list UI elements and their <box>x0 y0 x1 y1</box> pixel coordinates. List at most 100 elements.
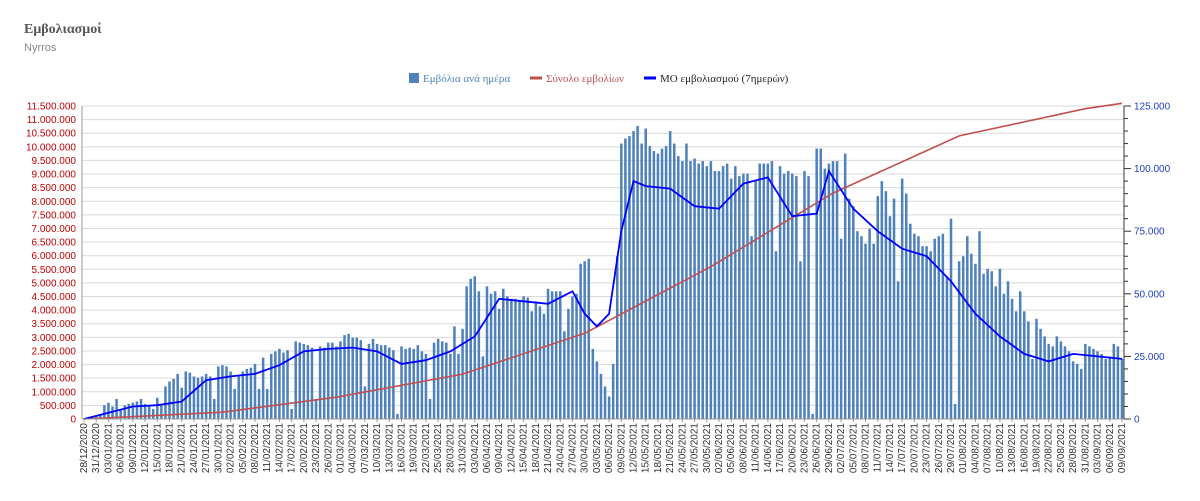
daily-vaccination-bar <box>306 345 310 419</box>
legend-label-cumulative: Σύνολο εμβολίων <box>546 73 624 85</box>
x-axis-tick-label: 01/03/2021 <box>335 423 346 473</box>
daily-vaccination-bar <box>591 348 595 419</box>
daily-vaccination-bar <box>799 261 802 419</box>
daily-vaccination-bar <box>786 171 790 419</box>
x-axis-tick-label: 11/07/2021 <box>873 423 884 473</box>
daily-vaccination-bar <box>1092 348 1095 419</box>
daily-vaccination-bar <box>294 341 297 419</box>
left-axis-tick-label: 500.000 <box>40 401 77 412</box>
daily-vaccination-bar <box>876 196 880 419</box>
daily-vaccination-bar <box>229 371 232 419</box>
daily-vaccination-bar <box>514 298 517 419</box>
daily-vaccination-bar <box>953 403 957 419</box>
daily-vaccination-bar <box>139 398 143 419</box>
daily-vaccination-bar <box>937 236 941 419</box>
daily-vaccination-bar <box>668 131 672 420</box>
daily-vaccination-bar <box>200 376 204 419</box>
x-axis-tick-label: 08/06/2021 <box>738 423 749 473</box>
daily-vaccination-bar <box>843 153 847 420</box>
x-axis-tick-label: 24/04/2021 <box>555 423 566 473</box>
legend-swatch-daily <box>409 73 419 83</box>
daily-vaccination-bar <box>143 403 147 419</box>
daily-vaccination-bar <box>469 278 472 419</box>
daily-vaccination-bar <box>375 343 379 419</box>
left-axis-tick-label: 0 <box>70 415 76 426</box>
x-axis-tick-label: 20/07/2021 <box>909 423 920 473</box>
daily-vaccination-bar <box>1088 346 1091 419</box>
daily-vaccination-bar <box>611 363 615 419</box>
x-axis-tick-label: 02/07/2021 <box>836 423 847 473</box>
daily-vaccination-bar <box>1039 328 1042 419</box>
x-axis-tick-label: 04/08/2021 <box>970 423 981 473</box>
daily-vaccination-bar <box>705 166 709 419</box>
daily-vaccination-bar <box>900 178 904 419</box>
daily-vaccination-bar <box>961 256 965 419</box>
daily-vaccination-bar <box>363 386 367 419</box>
x-axis-tick-label: 21/01/2021 <box>177 423 188 473</box>
daily-vaccination-bar <box>998 268 1002 419</box>
daily-vaccination-bar <box>550 291 554 419</box>
daily-vaccination-bar <box>546 288 550 419</box>
x-axis-tick-label: 09/04/2021 <box>494 423 505 473</box>
daily-vaccination-bar <box>1051 346 1055 419</box>
x-axis-tick-label: 03/09/2021 <box>1093 423 1104 473</box>
daily-vaccination-bar <box>791 173 794 419</box>
daily-vaccination-bar <box>831 161 835 419</box>
daily-vaccination-bar <box>1112 343 1116 419</box>
left-axis-tick-label: 10.000.000 <box>26 142 76 153</box>
daily-vaccination-bar <box>966 236 969 419</box>
x-axis-tick-label: 08/02/2021 <box>250 423 261 473</box>
daily-vaccination-bar <box>672 143 676 419</box>
daily-vaccination-bar <box>506 296 509 419</box>
x-axis-tick-label: 18/04/2021 <box>531 423 542 473</box>
daily-vaccination-bar <box>648 146 652 419</box>
x-axis-tick-label: 11/02/2021 <box>262 423 273 473</box>
chart-legend: Εμβόλια ανά ημέρα Σύνολο εμβολίων ΜΟ εμβολ… <box>409 73 789 85</box>
daily-vaccination-bar <box>99 414 102 419</box>
x-axis-tick-label: 20/02/2021 <box>299 423 310 473</box>
daily-vaccination-bar <box>774 251 778 419</box>
daily-vaccination-bar <box>717 171 721 419</box>
daily-vaccination-bar <box>1014 311 1018 419</box>
right-axis-tick-label: 75.000 <box>1134 227 1165 238</box>
x-axis-tick-label: 02/06/2021 <box>714 423 725 473</box>
x-axis-tick-label: 20/06/2021 <box>787 423 798 473</box>
daily-vaccination-bar <box>1027 321 1030 419</box>
x-axis-tick-label: 09/09/2021 <box>1117 423 1128 473</box>
right-axis-tick-label: 0 <box>1134 415 1140 426</box>
daily-vaccination-bar <box>754 181 757 419</box>
daily-vaccination-bar <box>599 373 603 419</box>
daily-vaccination-bar <box>347 333 350 419</box>
x-axis-tick-label: 10/03/2021 <box>372 423 383 473</box>
chart-lines <box>83 102 1123 420</box>
x-axis-tick-label: 29/06/2021 <box>824 423 835 473</box>
x-axis-tick-label: 23/06/2021 <box>799 423 810 473</box>
daily-vaccination-bar <box>579 263 582 419</box>
daily-vaccination-bar <box>868 228 871 419</box>
daily-vaccination-bar <box>400 346 403 419</box>
daily-vaccination-bar <box>164 386 167 419</box>
x-axis-tick-label: 08/07/2021 <box>861 423 872 473</box>
left-axis-tick-label: 1.000.000 <box>32 387 77 398</box>
left-axis-tick-label: 9.500.000 <box>32 156 77 167</box>
x-axis-tick-label: 15/01/2021 <box>152 423 163 473</box>
daily-vaccination-bar <box>192 376 196 419</box>
daily-vaccination-bar <box>412 348 415 419</box>
daily-vaccination-bar <box>383 345 387 419</box>
daily-vaccination-bar <box>803 171 806 419</box>
daily-vaccination-bar <box>107 402 110 419</box>
left-axis-tick-label: 10.500.000 <box>26 129 76 140</box>
left-axis-tick-label: 11.000.000 <box>27 115 77 126</box>
x-axis-tick-label: 13/08/2021 <box>1007 423 1018 473</box>
daily-vaccination-bar <box>518 301 521 419</box>
daily-vaccination-bar <box>1116 346 1120 419</box>
daily-vaccination-bar <box>274 351 277 419</box>
x-axis-tick-label: 11/06/2021 <box>751 423 762 473</box>
left-axis-tick-label: 7.000.000 <box>32 224 77 235</box>
daily-vaccination-bar <box>339 341 342 419</box>
x-axis-tick-label: 26/07/2021 <box>934 423 945 473</box>
daily-vaccination-bar <box>1100 353 1103 419</box>
x-axis-tick-label: 21/05/2021 <box>665 423 676 473</box>
daily-vaccination-bar <box>925 246 928 419</box>
daily-vaccination-bar <box>208 376 212 419</box>
